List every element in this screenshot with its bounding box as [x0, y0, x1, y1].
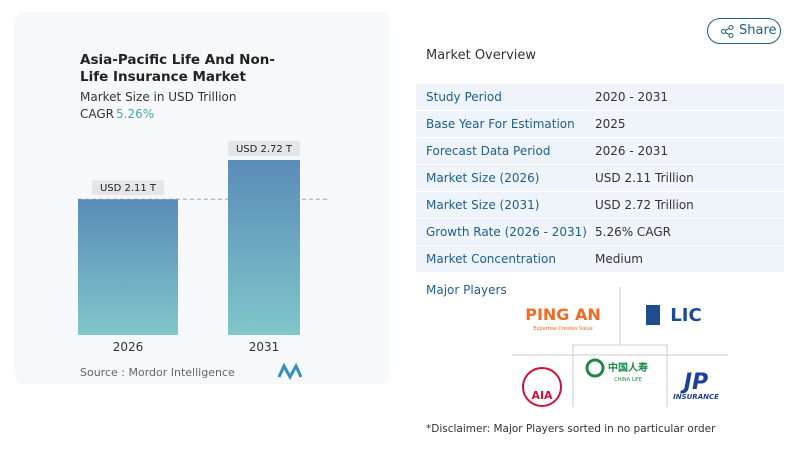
row-label: Market Concentration	[426, 252, 556, 266]
overview-row: Market Size (2026) USD 2.11 Trillion	[416, 165, 784, 191]
jp-text: INSURANCE	[673, 393, 719, 401]
bar	[228, 160, 300, 335]
overview-title: Market Overview	[426, 48, 537, 63]
jp-logo: JP	[680, 370, 708, 395]
share-label: Share	[739, 23, 777, 38]
share-icon	[721, 25, 734, 38]
share-button[interactable]: Share	[707, 18, 781, 44]
row-label: Market Size (2026)	[426, 171, 540, 185]
row-label: Base Year For Estimation	[426, 117, 575, 131]
bar	[78, 199, 178, 335]
row-label: Study Period	[426, 90, 502, 104]
overview-row: Base Year For Estimation 2025	[416, 111, 784, 137]
source-logo	[277, 362, 303, 381]
row-value: 5.26% CAGR	[595, 225, 671, 239]
row-label: Forecast Data Period	[426, 144, 551, 158]
value-label-box	[228, 141, 300, 156]
overview-row: Growth Rate (2026 - 2031) 5.26% CAGR	[416, 219, 784, 245]
row-value: Medium	[595, 252, 643, 266]
chart-title: Asia-Pacific Life And Non-Life Insurance…	[80, 52, 275, 85]
overview-row: Market Size (2031) USD 2.72 Trillion	[416, 192, 784, 218]
cagr-label: CAGR	[80, 107, 115, 121]
players-title: Major Players	[426, 283, 507, 297]
cagr-value: 5.26%	[116, 107, 155, 121]
lic-logo: LIC	[670, 305, 701, 326]
source: Source : Mordor Intelligence	[80, 366, 235, 379]
chart-subtitle: Market Size in USD Trillion	[80, 90, 237, 104]
row-label: Market Size (2031)	[426, 198, 540, 212]
ping-an-logo: PING AN	[525, 305, 601, 324]
row-value: 2026 - 2031	[595, 144, 669, 158]
ping-an-tagline: Expertise Creates Value	[533, 326, 593, 332]
players-grid: PING AN Expertise Creates Value LIC 中国人寿…	[512, 287, 728, 407]
x-tick-label: 2031	[249, 340, 280, 354]
value-label-box	[92, 180, 164, 196]
disclaimer: *Disclaimer: Major Players sorted in no …	[426, 423, 716, 435]
aia-logo: AIA	[531, 389, 553, 402]
row-value: USD 2.72 Trillion	[595, 198, 694, 212]
x-tick-label: 2026	[113, 340, 144, 354]
overview-row: Study Period 2020 - 2031	[416, 84, 784, 110]
chart: Source : Mordor Intelligence USD 2.11 T 2…	[78, 141, 328, 381]
overview-row: Market Concentration Medium	[416, 246, 784, 272]
overview-row: Forecast Data Period 2026 - 2031	[416, 138, 784, 164]
chart-card	[14, 12, 390, 384]
value-label: USD 2.72 T	[236, 144, 293, 155]
value-label: USD 2.11 T	[100, 183, 157, 194]
row-value: 2025	[595, 117, 626, 131]
china-life-logo: 中国人寿	[608, 361, 648, 374]
row-label: Growth Rate (2026 - 2031)	[426, 225, 587, 239]
row-value: USD 2.11 Trillion	[595, 171, 694, 185]
row-value: 2020 - 2031	[595, 90, 669, 104]
china-life-text: CHINA LIFE	[614, 377, 642, 383]
